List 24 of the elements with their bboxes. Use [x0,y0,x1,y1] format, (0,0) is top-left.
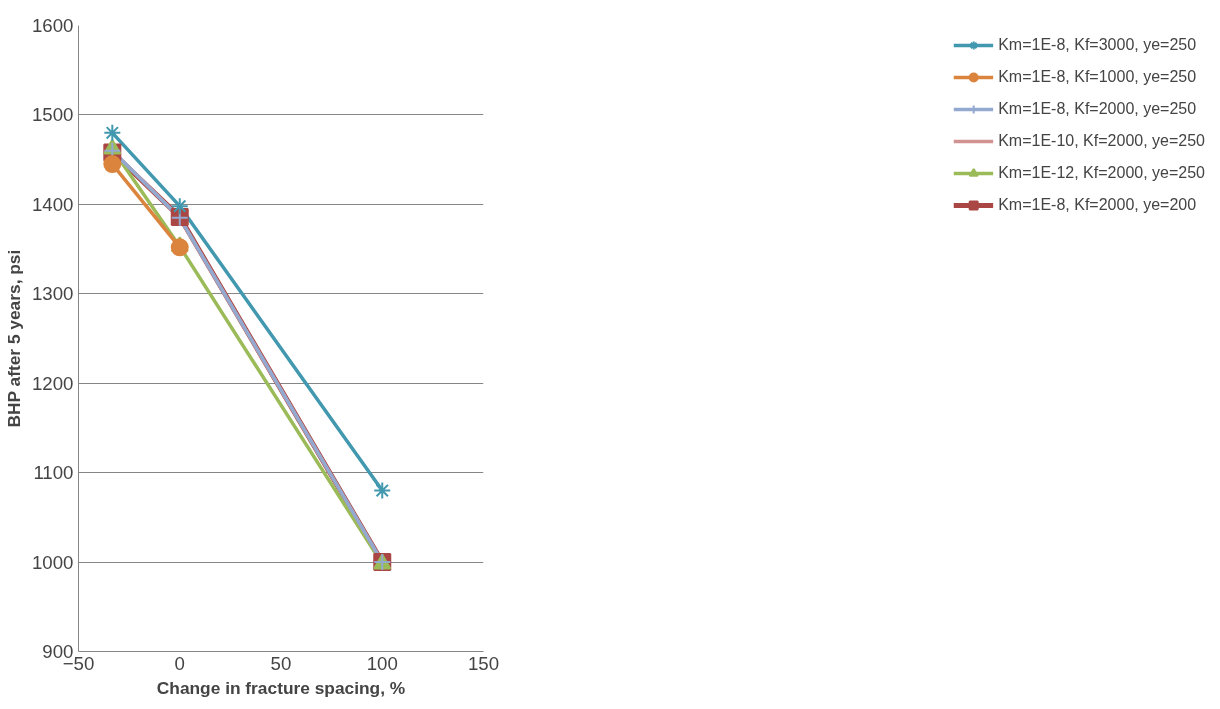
x-tick-label: 150 [467,652,500,674]
legend-label: Km=1E-8, Kf=1000, ye=250 [998,68,1197,86]
y-tick-label: 1300 [32,283,74,305]
y-tick-label: 1200 [32,372,74,394]
legend-label: Km=1E-12, Kf=2000, ye=250 [998,164,1205,182]
x-tick-label: 50 [270,652,292,674]
point [170,197,189,216]
point [170,238,189,257]
x-tick-label: 100 [366,652,398,674]
y-tick-label: 1600 [32,15,74,36]
y-tick-label: 1100 [33,462,74,484]
point [103,155,122,174]
legend-label: Km=1E-8, Kf=2000, ye=250 [998,100,1197,118]
legend-label: Km=1E-8, Kf=3000, ye=250 [998,36,1197,54]
y-tick-label: 1000 [32,551,74,573]
y-axis-title: BHP after 5 years, psi [4,249,24,428]
y-tick-label: 1400 [32,193,74,215]
point [103,123,122,142]
point [373,481,392,500]
y-tick-label: 1500 [32,104,74,126]
legend-label: Km=1E-8, Kf=2000, ye=200 [998,196,1197,214]
x-axis-title: Change in fracture spacing, % [156,677,406,698]
legend-label: Km=1E-10, Kf=2000, ye=250 [998,132,1205,150]
x-tick-label: 0 [174,652,185,674]
